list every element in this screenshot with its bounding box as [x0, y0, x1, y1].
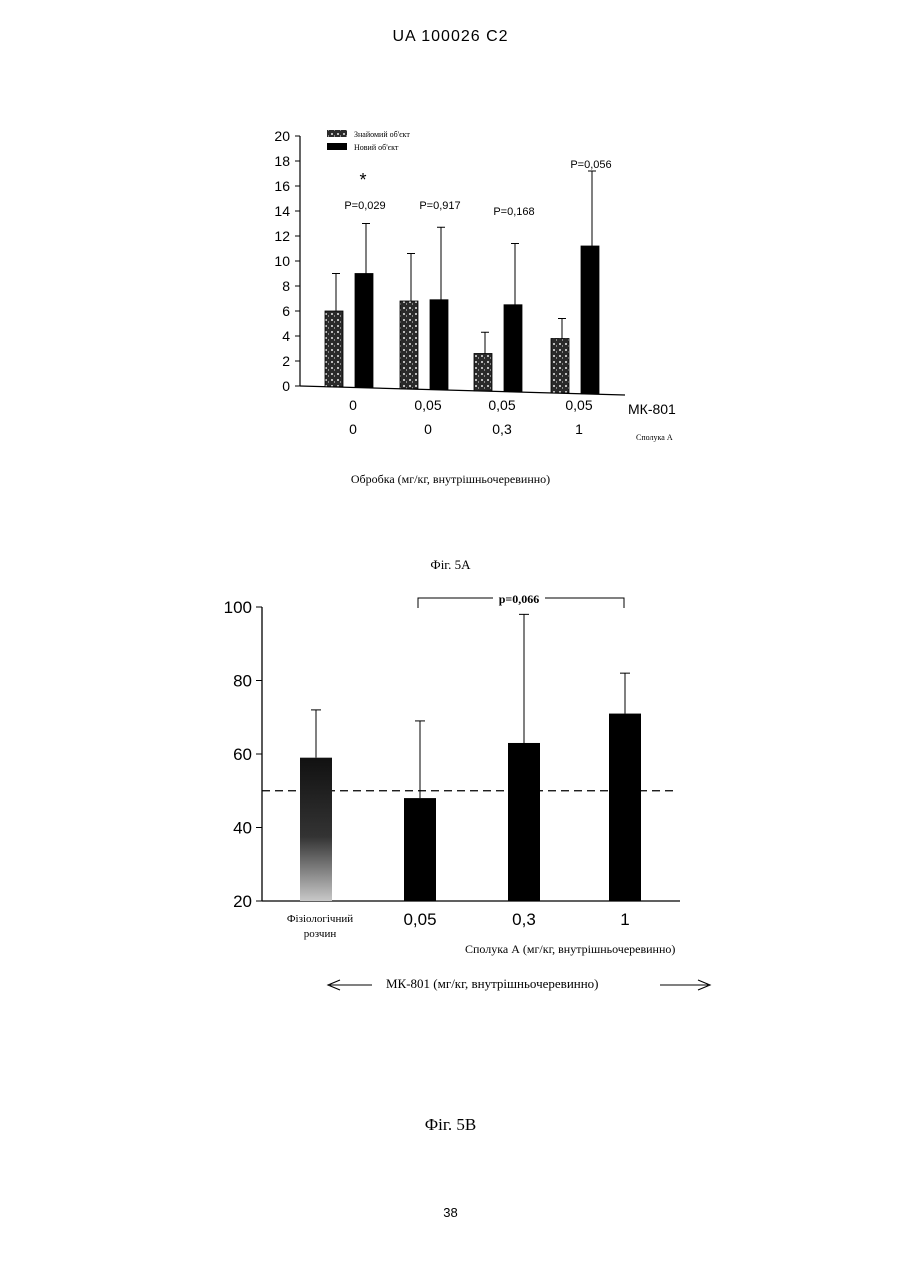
- x-label-saline-line1: Фізіологічний: [287, 913, 353, 925]
- bar: [404, 798, 436, 901]
- bar: [300, 758, 332, 901]
- right-arrow-icon: [660, 980, 710, 990]
- x-tick-label: 0,3: [512, 910, 536, 929]
- bar: [508, 743, 540, 901]
- compound-axis-label: Сполука А (мг/кг, внутрішньочеревинно): [465, 942, 675, 956]
- left-arrow-icon: [328, 980, 372, 990]
- y-tick-label: 40: [233, 819, 252, 838]
- x-tick-label: 1: [620, 910, 629, 929]
- x-tick-label: 0,05: [403, 910, 436, 929]
- x-label-saline-line2: розчин: [304, 928, 337, 940]
- y-tick-label: 60: [233, 745, 252, 764]
- y-tick-label: 80: [233, 672, 252, 691]
- chart-5b: 20 40 60 80 100 Фізіологічний розчин 0,05 0,3 1 p=…: [0, 0, 901, 1010]
- y-tick-label: 100: [224, 598, 252, 617]
- bar: [609, 714, 641, 901]
- y-tick-label: 20: [233, 892, 252, 911]
- mk801-axis-label: МК-801 (мг/кг, внутрішньочеревинно): [386, 976, 599, 991]
- bracket-label: p=0,066: [499, 592, 540, 606]
- page-number: 38: [0, 1205, 901, 1220]
- chart-5b-caption: Фіг. 5B: [0, 1115, 901, 1135]
